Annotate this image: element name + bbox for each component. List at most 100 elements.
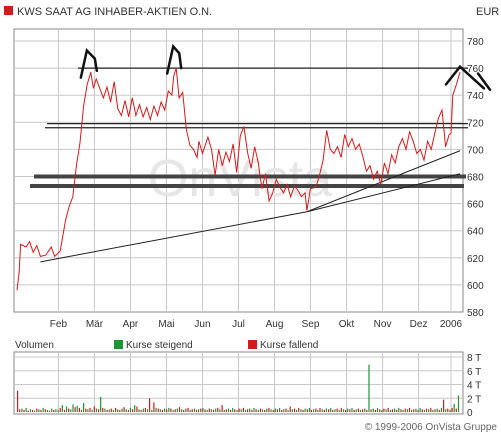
volume-bar <box>221 405 223 412</box>
volume-title: Volumen <box>15 340 54 351</box>
volume-bar <box>406 409 408 413</box>
price-y-tick-label: 620 <box>467 254 484 265</box>
volume-bar <box>457 395 460 412</box>
volume-bar <box>438 409 440 412</box>
price-y-tick-label: 700 <box>467 145 484 156</box>
volume-bar <box>274 408 276 412</box>
volume-bar <box>381 409 383 412</box>
volume-bar <box>449 409 451 412</box>
volume-bar <box>72 404 74 412</box>
volume-y-tick-label: 0 <box>467 408 473 419</box>
volume-bar <box>76 405 78 412</box>
volume-bar <box>38 409 40 413</box>
price-x-tick-label: Aug <box>266 319 284 330</box>
volume-bar <box>129 407 132 412</box>
volume-bar <box>400 409 402 413</box>
volume-bar <box>264 409 266 412</box>
price-y-tick-label: 740 <box>467 91 484 102</box>
volume-bar <box>421 409 423 413</box>
volume-bar <box>425 408 428 412</box>
price-x-axis: Feb Mär Apr Mai Jun Jul Aug Sep Okt Nov Dez 2006 <box>50 319 463 330</box>
volume-bar <box>161 409 163 412</box>
volume-bar <box>108 409 110 413</box>
copyright: © 1999-2006 OnVista Gruppe <box>365 422 498 433</box>
volume-bar <box>102 407 104 412</box>
volume-bar <box>368 364 370 412</box>
volume-bar <box>100 396 102 412</box>
volume-bar <box>149 398 151 413</box>
volume-bar <box>396 409 398 412</box>
price-x-tick-label: Mai <box>158 319 174 330</box>
title-legend-swatch <box>4 6 13 15</box>
volume-bar <box>434 409 436 413</box>
volume-bar <box>200 408 202 412</box>
watermark: OnVista <box>148 150 332 208</box>
volume-bar <box>51 408 53 412</box>
volume-bar <box>183 409 185 412</box>
volume-bar <box>174 409 176 413</box>
volume-bars <box>17 364 460 413</box>
volume-bar <box>97 409 100 413</box>
volume-bar <box>144 407 146 412</box>
volume-bar <box>27 410 29 412</box>
volume-bar <box>119 409 121 412</box>
volume-bar <box>379 409 381 413</box>
volume-bar <box>66 406 68 412</box>
volume-bar <box>349 409 351 413</box>
volume-bar <box>153 402 155 412</box>
volume-bar <box>204 409 206 413</box>
volume-bar <box>242 407 244 412</box>
volume-bar <box>385 409 387 413</box>
volume-bar <box>364 408 366 412</box>
volume-bar <box>287 409 289 412</box>
volume-bar <box>249 408 251 412</box>
volume-bar <box>202 407 204 412</box>
price-y-tick-label: 760 <box>467 64 484 75</box>
volume-bar <box>353 409 355 412</box>
volume-bar <box>210 409 212 413</box>
volume-bar <box>136 406 138 412</box>
volume-bar <box>306 409 308 413</box>
volume-bar <box>181 409 183 413</box>
volume-bar <box>283 409 285 413</box>
volume-bar <box>146 409 149 413</box>
price-y-tick-label: 720 <box>467 118 484 129</box>
volume-bar <box>259 408 261 412</box>
volume-bar <box>63 409 66 412</box>
volume-bar <box>112 409 114 412</box>
price-x-tick-label: Apr <box>123 319 139 330</box>
volume-bar <box>257 409 259 412</box>
currency-label: EUR <box>476 6 499 18</box>
volume-bar <box>223 409 225 412</box>
volume-bar <box>387 407 389 412</box>
volume-bar <box>157 408 159 412</box>
volume-grid <box>14 352 463 414</box>
volume-bar <box>419 407 421 412</box>
price-x-tick-label: Okt <box>339 319 355 330</box>
volume-bar <box>40 409 42 412</box>
volume-bar <box>151 409 153 412</box>
volume-bar <box>172 409 174 412</box>
price-x-tick-label: Jul <box>232 319 245 330</box>
volume-bar <box>347 408 349 412</box>
volume-bar <box>198 409 200 413</box>
trendline <box>306 173 461 213</box>
volume-bar <box>394 408 396 412</box>
volume-bar <box>357 408 359 412</box>
volume-bar <box>389 409 391 412</box>
volume-y-tick-label: 6 T <box>467 367 481 378</box>
price-y-axis: 780 760 740 720 700 680 660 640 620 600 580 <box>467 37 484 319</box>
volume-bar <box>121 408 123 412</box>
volume-bar <box>411 409 413 412</box>
volume-bar <box>21 408 23 412</box>
volume-bar <box>191 409 193 413</box>
volume-bar <box>289 406 291 412</box>
volume-bar <box>219 409 221 413</box>
volume-bar <box>106 409 108 412</box>
volume-bar <box>285 408 287 412</box>
legend-up-swatch <box>114 340 123 349</box>
volume-bar <box>123 407 125 412</box>
volume-bar <box>413 409 415 413</box>
volume-bar <box>338 409 340 412</box>
